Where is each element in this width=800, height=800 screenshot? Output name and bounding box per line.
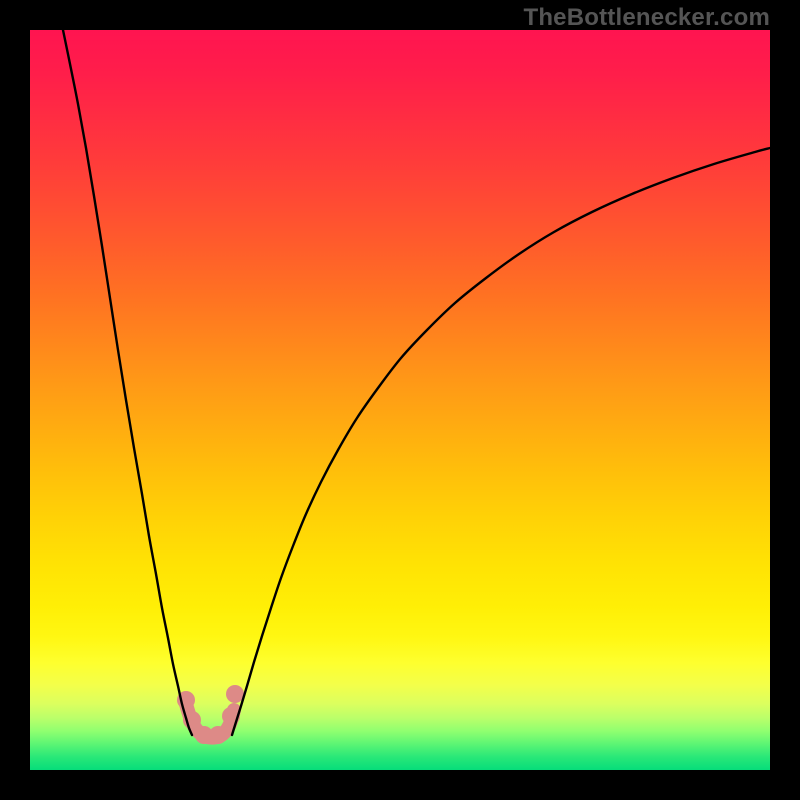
bottom-arc-dot bbox=[209, 726, 227, 744]
curve-overlay bbox=[0, 0, 800, 800]
watermark-text: TheBottlenecker.com bbox=[523, 4, 770, 32]
bottom-arc-dot bbox=[226, 685, 244, 703]
chart-canvas: TheBottlenecker.com bbox=[0, 0, 800, 800]
curve-left bbox=[63, 30, 192, 735]
curve-right bbox=[232, 148, 770, 735]
